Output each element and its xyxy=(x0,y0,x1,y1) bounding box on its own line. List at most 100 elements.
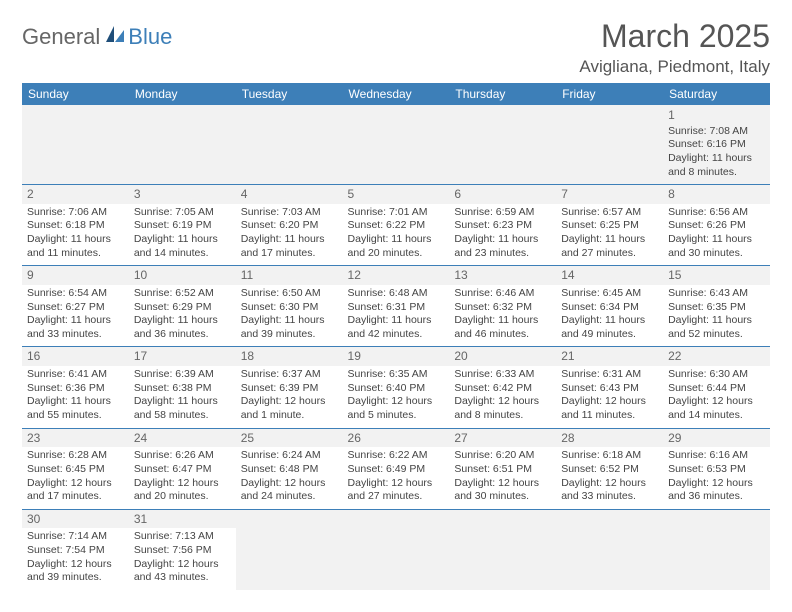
daylight-text: Daylight: 12 hours and 36 minutes. xyxy=(668,477,765,504)
day-cell: 18Sunrise: 6:37 AMSunset: 6:39 PMDayligh… xyxy=(236,347,343,428)
sunrise-text: Sunrise: 6:46 AM xyxy=(454,287,551,301)
day-cell: 17 Sunrise: 6:39 AMSunset: 6:38 PMDayligh… xyxy=(129,347,236,428)
day-cell: 2Sunrise: 7:06 AMSunset: 6:18 PMDaylight… xyxy=(22,185,129,266)
daylight-text: Daylight: 11 hours and 17 minutes. xyxy=(241,233,338,260)
sunrise-text: Sunrise: 6:20 AM xyxy=(454,449,551,463)
sunrise-text: Sunrise: 6:28 AM xyxy=(27,449,124,463)
sunrise-text: Sunrise: 6:24 AM xyxy=(241,449,338,463)
daylight-text: Daylight: 11 hours and 46 minutes. xyxy=(454,314,551,341)
sunset-text: Sunset: 7:54 PM xyxy=(27,544,124,558)
day-cell xyxy=(236,105,343,185)
day-cell: 14Sunrise: 6:45 AMSunset: 6:34 PMDayligh… xyxy=(556,266,663,347)
day-cell: 23Sunrise: 6:28 AMSunset: 6:45 PMDayligh… xyxy=(22,428,129,509)
daylight-text: Daylight: 12 hours and 17 minutes. xyxy=(27,477,124,504)
day-cell xyxy=(22,105,129,185)
daylight-text: Daylight: 12 hours and 33 minutes. xyxy=(561,477,658,504)
day-cell: 9Sunrise: 6:54 AMSunset: 6:27 PMDaylight… xyxy=(22,266,129,347)
daylight-text: Daylight: 11 hours and 8 minutes. xyxy=(668,152,765,179)
sunset-text: Sunset: 6:53 PM xyxy=(668,463,765,477)
sunrise-text: Sunrise: 6:54 AM xyxy=(27,287,124,301)
calendar-page: General Blue March 2025 Avigliana, Piedm… xyxy=(0,0,792,600)
day-cell: 10Sunrise: 6:52 AMSunset: 6:29 PMDayligh… xyxy=(129,266,236,347)
sunset-text: Sunset: 6:22 PM xyxy=(348,219,445,233)
sunrise-text: Sunrise: 6:18 AM xyxy=(561,449,658,463)
sunset-text: Sunset: 6:20 PM xyxy=(241,219,338,233)
sunrise-text: Sunrise: 7:05 AM xyxy=(134,206,231,220)
sunset-text: Sunset: 6:36 PM xyxy=(27,382,124,396)
day-number: 25 xyxy=(236,429,343,448)
day-number: 17 xyxy=(129,347,236,366)
day-cell: 3Sunrise: 7:05 AMSunset: 6:19 PMDaylight… xyxy=(129,185,236,266)
sunrise-text: Sunrise: 6:39 AM xyxy=(134,368,231,382)
day-cell: 13Sunrise: 6:46 AMSunset: 6:32 PMDayligh… xyxy=(449,266,556,347)
col-saturday: Saturday xyxy=(663,83,770,105)
sunset-text: Sunset: 6:51 PM xyxy=(454,463,551,477)
day-cell: 20Sunrise: 6:33 AMSunset: 6:42 PMDayligh… xyxy=(449,347,556,428)
sunset-text: Sunset: 6:43 PM xyxy=(561,382,658,396)
sunset-text: Sunset: 6:27 PM xyxy=(27,301,124,315)
daylight-text: Daylight: 11 hours and 27 minutes. xyxy=(561,233,658,260)
day-number: 12 xyxy=(343,266,450,285)
sunset-text: Sunset: 6:23 PM xyxy=(454,219,551,233)
day-cell xyxy=(449,105,556,185)
day-number: 11 xyxy=(236,266,343,285)
daylight-text: Daylight: 12 hours and 27 minutes. xyxy=(348,477,445,504)
day-cell: 16Sunrise: 6:41 AMSunset: 6:36 PMDayligh… xyxy=(22,347,129,428)
sunrise-text: Sunrise: 6:41 AM xyxy=(27,368,124,382)
day-cell: 6Sunrise: 6:59 AMSunset: 6:23 PMDaylight… xyxy=(449,185,556,266)
sunset-text: Sunset: 6:30 PM xyxy=(241,301,338,315)
day-number: 4 xyxy=(236,185,343,204)
daylight-text: Daylight: 11 hours and 58 minutes. xyxy=(134,395,231,422)
sunrise-text: Sunrise: 6:26 AM xyxy=(134,449,231,463)
sunrise-text: Sunrise: 6:52 AM xyxy=(134,287,231,301)
col-thursday: Thursday xyxy=(449,83,556,105)
day-cell: 12Sunrise: 6:48 AMSunset: 6:31 PMDayligh… xyxy=(343,266,450,347)
day-cell: 11Sunrise: 6:50 AMSunset: 6:30 PMDayligh… xyxy=(236,266,343,347)
day-number: 19 xyxy=(343,347,450,366)
sunrise-text: Sunrise: 6:31 AM xyxy=(561,368,658,382)
sunset-text: Sunset: 6:38 PM xyxy=(134,382,231,396)
daylight-text: Daylight: 11 hours and 52 minutes. xyxy=(668,314,765,341)
sunrise-text: Sunrise: 6:37 AM xyxy=(241,368,338,382)
logo: General Blue xyxy=(22,18,172,50)
week-row: 16Sunrise: 6:41 AMSunset: 6:36 PMDayligh… xyxy=(22,347,770,428)
sunrise-text: Sunrise: 7:14 AM xyxy=(27,530,124,544)
sunrise-text: Sunrise: 6:16 AM xyxy=(668,449,765,463)
day-number: 18 xyxy=(236,347,343,366)
header-row: Sunday Monday Tuesday Wednesday Thursday… xyxy=(22,83,770,105)
daylight-text: Daylight: 12 hours and 8 minutes. xyxy=(454,395,551,422)
sunset-text: Sunset: 6:44 PM xyxy=(668,382,765,396)
week-row: 1Sunrise: 7:08 AMSunset: 6:16 PMDaylight… xyxy=(22,105,770,185)
day-number: 27 xyxy=(449,429,556,448)
day-number: 26 xyxy=(343,429,450,448)
day-number: 20 xyxy=(449,347,556,366)
location: Avigliana, Piedmont, Italy xyxy=(579,57,770,77)
sunset-text: Sunset: 6:18 PM xyxy=(27,219,124,233)
day-cell xyxy=(236,509,343,590)
day-cell: 4Sunrise: 7:03 AMSunset: 6:20 PMDaylight… xyxy=(236,185,343,266)
day-cell xyxy=(129,105,236,185)
day-cell xyxy=(343,105,450,185)
day-number: 23 xyxy=(22,429,129,448)
header: General Blue March 2025 Avigliana, Piedm… xyxy=(22,18,770,77)
col-wednesday: Wednesday xyxy=(343,83,450,105)
day-cell xyxy=(343,509,450,590)
daylight-text: Daylight: 12 hours and 30 minutes. xyxy=(454,477,551,504)
daylight-text: Daylight: 11 hours and 55 minutes. xyxy=(27,395,124,422)
sunrise-text: Sunrise: 7:06 AM xyxy=(27,206,124,220)
sunrise-text: Sunrise: 6:48 AM xyxy=(348,287,445,301)
sunset-text: Sunset: 6:35 PM xyxy=(668,301,765,315)
sunrise-text: Sunrise: 6:22 AM xyxy=(348,449,445,463)
day-cell: 5Sunrise: 7:01 AMSunset: 6:22 PMDaylight… xyxy=(343,185,450,266)
day-number: 22 xyxy=(663,347,770,366)
sunset-text: Sunset: 6:49 PM xyxy=(348,463,445,477)
day-cell xyxy=(556,509,663,590)
day-cell: 22Sunrise: 6:30 AMSunset: 6:44 PMDayligh… xyxy=(663,347,770,428)
day-number: 29 xyxy=(663,429,770,448)
day-cell: 15Sunrise: 6:43 AMSunset: 6:35 PMDayligh… xyxy=(663,266,770,347)
daylight-text: Daylight: 11 hours and 23 minutes. xyxy=(454,233,551,260)
day-number: 1 xyxy=(668,108,765,124)
daylight-text: Daylight: 11 hours and 30 minutes. xyxy=(668,233,765,260)
week-row: 2Sunrise: 7:06 AMSunset: 6:18 PMDaylight… xyxy=(22,185,770,266)
sunrise-text: Sunrise: 6:57 AM xyxy=(561,206,658,220)
